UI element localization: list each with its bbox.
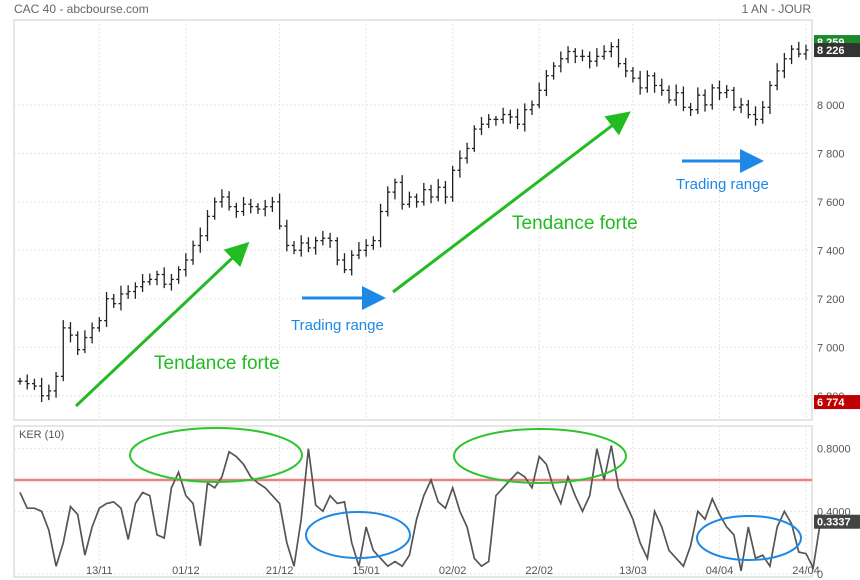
range-ellipse xyxy=(696,515,802,561)
price-panel-frame xyxy=(13,19,813,421)
xtick-label: 22/02 xyxy=(525,565,553,577)
xtick-label: 01/12 xyxy=(172,565,200,577)
chart-source-title: CAC 40 - abcbourse.com xyxy=(14,2,149,16)
price-ytick-label: 7 000 xyxy=(817,342,845,354)
trend-arrow xyxy=(392,111,631,294)
price-ytick-label: 7 800 xyxy=(817,148,845,160)
xtick-label: 04/04 xyxy=(706,565,734,577)
ker-last-value-label: 0.3337 xyxy=(817,517,851,529)
trend-ellipse xyxy=(129,427,303,483)
xtick-label: 15/01 xyxy=(352,565,380,577)
xtick-label: 21/12 xyxy=(266,565,294,577)
price-badge-label: 6 774 xyxy=(817,397,845,409)
price-ytick-label: 7 200 xyxy=(817,294,845,306)
price-badge xyxy=(814,395,860,410)
price-ytick-label: 7 600 xyxy=(817,197,845,209)
range-label: Trading range xyxy=(676,176,769,193)
ker-series-line xyxy=(19,445,822,572)
ker-last-value-badge xyxy=(814,514,860,529)
chart-period-label: 1 AN - JOUR xyxy=(741,2,811,16)
xtick-label: 24/04 xyxy=(792,565,820,577)
price-badge xyxy=(814,43,860,58)
trend-arrow xyxy=(74,241,250,408)
price-ytick-label: 8 000 xyxy=(817,100,845,112)
trend-ellipse xyxy=(453,428,627,484)
price-ytick-label: 7 400 xyxy=(817,245,845,257)
xtick-label: 13/11 xyxy=(86,565,113,577)
trend-label: Tendance forte xyxy=(154,353,280,374)
ker-ytick-label: 0 xyxy=(817,569,823,580)
xtick-label: 02/02 xyxy=(439,565,467,577)
trend-label: Tendance forte xyxy=(512,213,638,234)
ker-panel-frame xyxy=(13,425,813,578)
range-label: Trading range xyxy=(291,317,384,334)
ker-panel-title: KER (10) xyxy=(19,429,64,441)
xtick-label: 13/03 xyxy=(619,565,647,577)
range-ellipse xyxy=(305,511,411,559)
ker-ytick-label: 0.8000 xyxy=(817,444,851,456)
price-badge-label: 8 226 xyxy=(817,45,845,57)
